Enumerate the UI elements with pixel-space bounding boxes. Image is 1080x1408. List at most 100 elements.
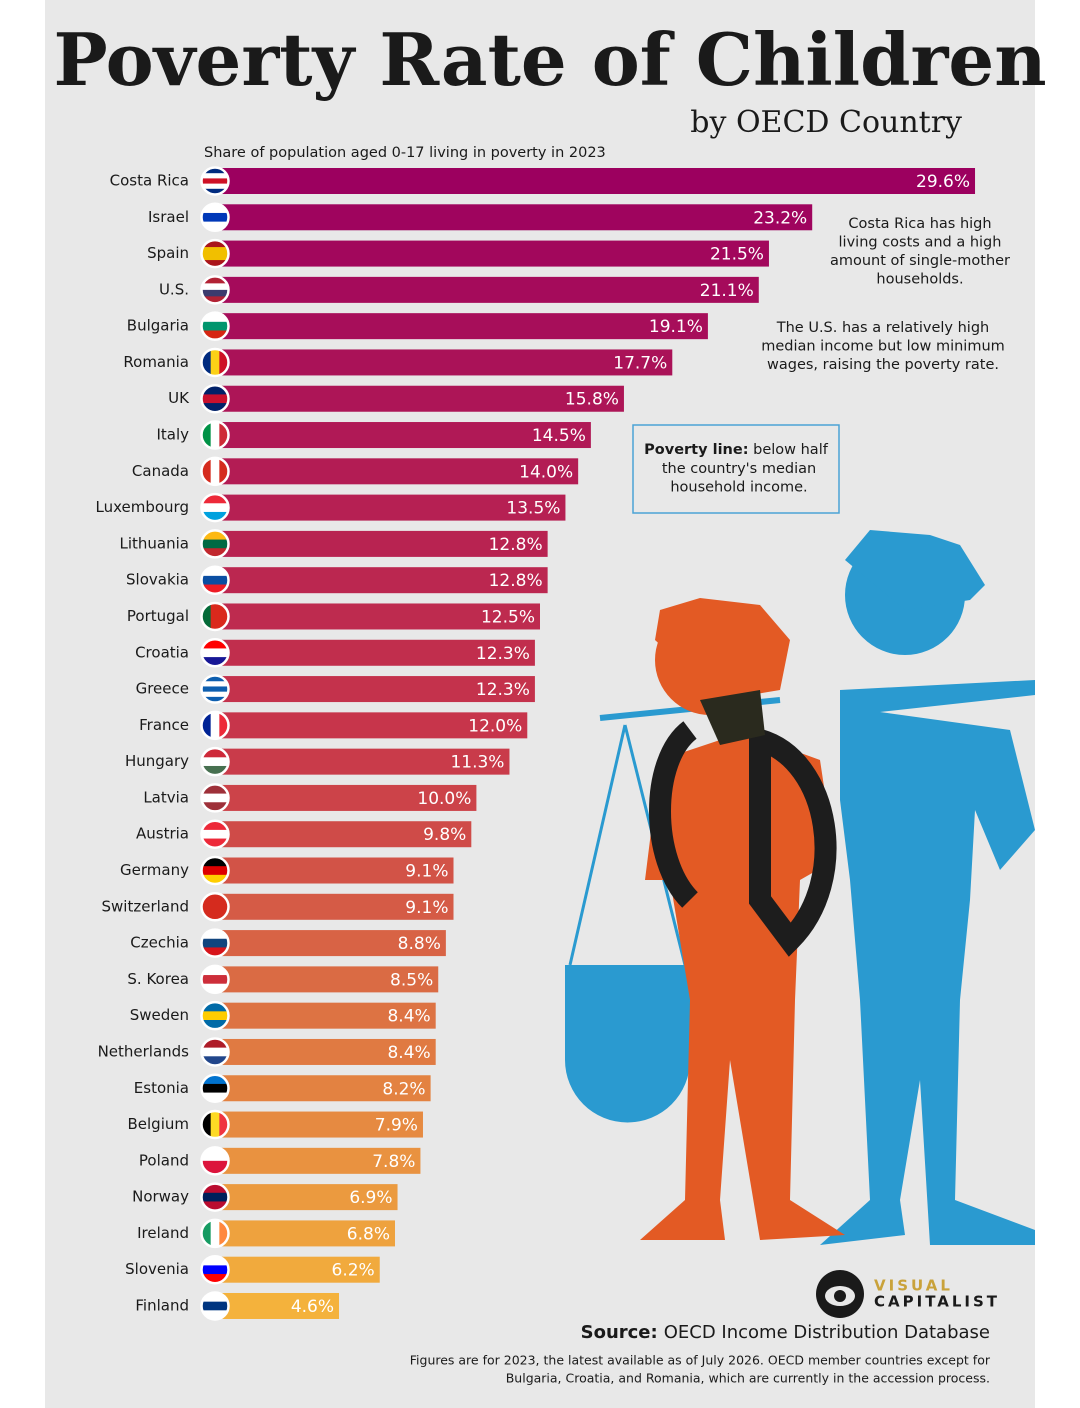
flag-stripe <box>202 983 228 993</box>
flag-stripe <box>202 691 228 698</box>
flag-stripe <box>202 548 228 557</box>
bar <box>222 639 535 666</box>
flag-stripe <box>202 1083 228 1094</box>
value-label: 21.1% <box>700 281 754 301</box>
bar <box>222 1038 436 1065</box>
flag-stripe <box>202 793 228 803</box>
flag <box>202 349 228 376</box>
flag-stripe <box>202 829 228 840</box>
flag <box>202 168 228 194</box>
value-label: 11.3% <box>450 753 504 773</box>
bar <box>222 1220 395 1247</box>
category-label: Slovenia <box>125 1260 189 1278</box>
flag <box>202 1147 228 1174</box>
flag-stripe <box>202 975 228 985</box>
flag-stripe <box>202 313 228 323</box>
value-label: 12.8% <box>489 571 543 591</box>
flag-stripe <box>202 712 212 739</box>
bar <box>222 168 976 194</box>
category-label: Portugal <box>127 607 189 625</box>
value-label: 12.0% <box>468 716 522 736</box>
flag-stripe <box>202 757 228 767</box>
flag-stripe <box>219 603 228 630</box>
category-label: Czechia <box>130 934 189 952</box>
flag-stripe <box>202 212 228 223</box>
category-label: Austria <box>136 825 189 843</box>
bar <box>222 966 439 993</box>
bar <box>222 313 708 340</box>
category-label: Switzerland <box>102 897 190 915</box>
flag-stripe <box>202 639 228 649</box>
category-label: Hungary <box>125 752 189 770</box>
source: Source: OECD Income Distribution Database <box>581 1322 990 1343</box>
flag-stripe <box>202 1310 228 1319</box>
category-label: Latvia <box>143 788 189 806</box>
callout-text: Poverty line: below half <box>644 442 829 458</box>
flag-stripe <box>202 1301 228 1311</box>
flag-stripe <box>202 1201 228 1211</box>
flag-stripe <box>202 575 228 586</box>
flag-stripe <box>202 657 228 666</box>
flag-stripe <box>202 802 228 811</box>
flag-stripe <box>202 1092 228 1102</box>
flag-stripe <box>202 1020 228 1029</box>
value-label: 8.4% <box>387 1043 430 1063</box>
flag <box>202 639 228 666</box>
flag-stripe <box>202 1220 212 1247</box>
category-label: Sweden <box>130 1006 189 1024</box>
category-label: Belgium <box>128 1115 190 1133</box>
annotation: amount of single-mother <box>830 253 1010 269</box>
note: Bulgaria, Croatia, and Romania, which ar… <box>506 1371 990 1386</box>
flag-stripe <box>202 1047 228 1057</box>
flag-stripe <box>219 349 228 376</box>
flag-stripe <box>202 603 212 630</box>
flag-stripe <box>202 253 228 261</box>
flag-ring <box>200 710 230 741</box>
value-label: 14.0% <box>519 462 573 482</box>
flag-stripe <box>202 1038 228 1049</box>
flag-stripe <box>202 1056 228 1065</box>
flag <box>202 458 228 485</box>
bar <box>222 857 454 884</box>
flag <box>202 1038 228 1065</box>
annotation: median income but low minimum <box>761 339 1005 355</box>
flag-stripe <box>202 966 228 976</box>
category-label: Bulgaria <box>127 317 189 335</box>
bar <box>222 712 528 739</box>
brand-name: VISUAL <box>874 1277 953 1295</box>
flag-ring <box>200 565 230 595</box>
callout-box <box>632 424 840 514</box>
bar <box>222 748 510 775</box>
category-label: Italy <box>156 426 189 444</box>
flag-ring <box>200 383 230 414</box>
flag-stripe <box>202 283 228 291</box>
category-label: Spain <box>147 244 189 262</box>
value-label: 12.3% <box>476 644 530 664</box>
flag-stripe <box>202 838 228 848</box>
flag-ring <box>200 1291 230 1321</box>
flag-ring <box>200 1254 230 1285</box>
flag-stripe <box>202 1160 228 1174</box>
flag-ring <box>200 928 230 958</box>
flag-stripe <box>202 247 228 255</box>
bar <box>222 1292 340 1319</box>
value-label: 15.8% <box>565 390 619 410</box>
flag-stripe <box>202 696 228 703</box>
source-label: Source: <box>581 1322 658 1343</box>
flag-stripe <box>202 1075 228 1085</box>
bar <box>222 1075 431 1102</box>
chart-subtitle: by OECD Country <box>690 105 962 140</box>
illustration <box>565 530 1035 1245</box>
category-label: Greece <box>136 680 189 698</box>
flag-stripe <box>219 712 228 739</box>
category-label: Luxembourg <box>96 498 190 516</box>
flag-stripe <box>202 403 228 412</box>
flag-stripe <box>202 422 212 449</box>
flag-stripe <box>202 494 228 504</box>
flag-stripe <box>202 276 228 284</box>
flag-stripe <box>202 676 228 682</box>
flag-stripe <box>202 821 228 831</box>
bar <box>222 893 454 920</box>
flag-stripe <box>202 1256 228 1266</box>
flag-ring <box>200 1109 230 1140</box>
